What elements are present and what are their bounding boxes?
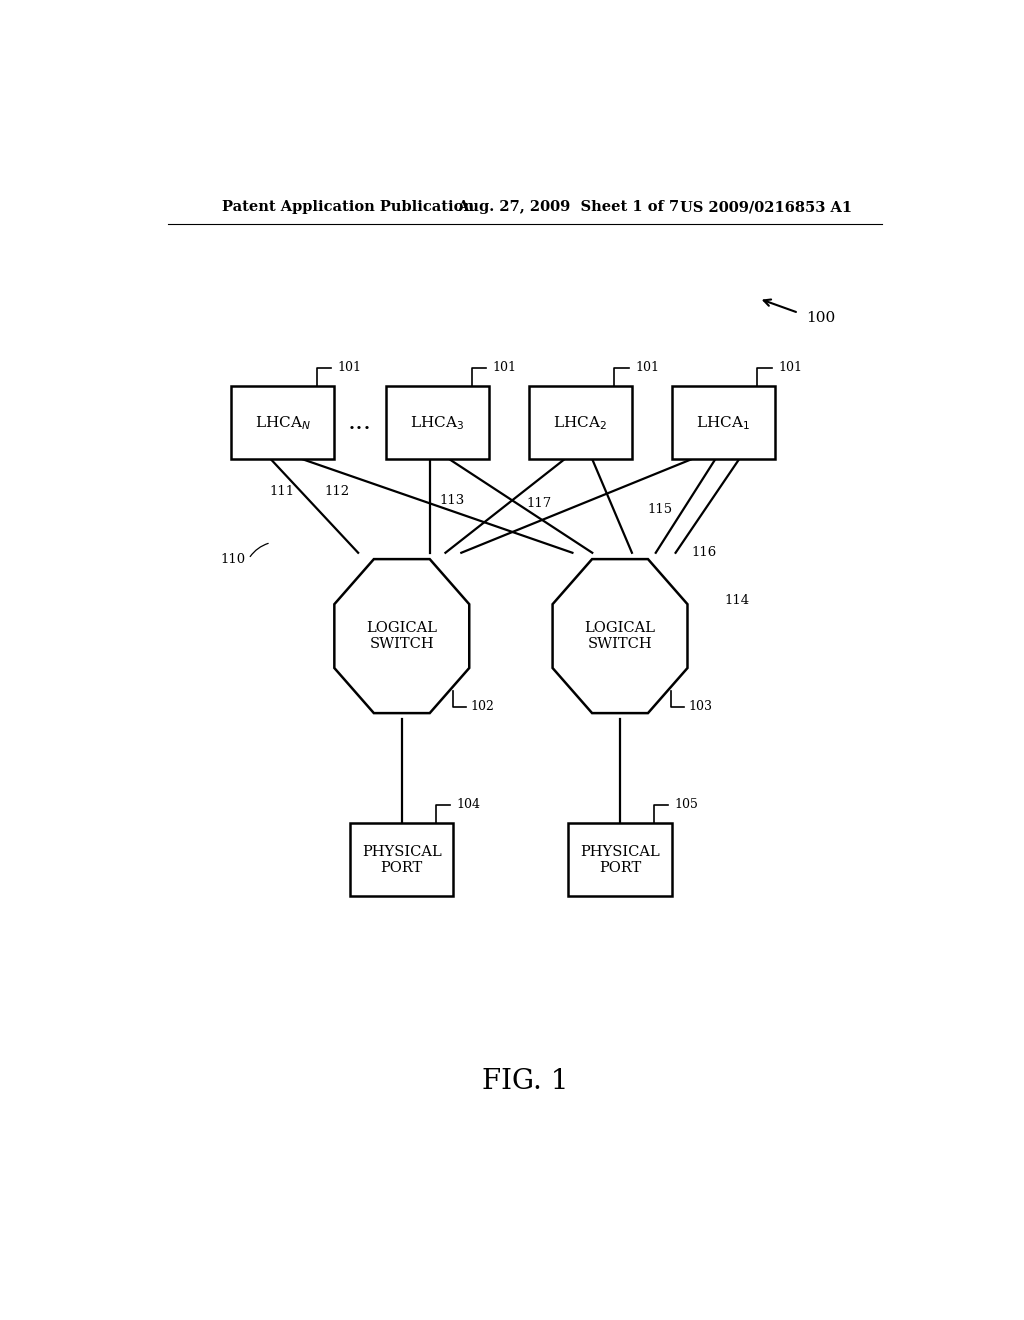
Text: US 2009/0216853 A1: US 2009/0216853 A1 bbox=[680, 201, 852, 214]
Text: 111: 111 bbox=[269, 486, 294, 498]
Text: 117: 117 bbox=[526, 498, 552, 511]
Text: 101: 101 bbox=[338, 362, 361, 375]
FancyBboxPatch shape bbox=[231, 385, 334, 459]
Text: LOGICAL
SWITCH: LOGICAL SWITCH bbox=[367, 620, 437, 651]
Text: 102: 102 bbox=[470, 701, 495, 713]
Text: 103: 103 bbox=[688, 701, 713, 713]
FancyBboxPatch shape bbox=[568, 824, 672, 896]
Text: 112: 112 bbox=[325, 486, 350, 498]
Text: LHCA$_N$: LHCA$_N$ bbox=[255, 413, 310, 432]
FancyBboxPatch shape bbox=[672, 385, 775, 459]
Text: Aug. 27, 2009  Sheet 1 of 7: Aug. 27, 2009 Sheet 1 of 7 bbox=[458, 201, 680, 214]
Text: 100: 100 bbox=[807, 312, 836, 325]
Polygon shape bbox=[335, 560, 469, 713]
Text: 101: 101 bbox=[493, 362, 516, 375]
Text: PHYSICAL
PORT: PHYSICAL PORT bbox=[361, 845, 441, 875]
Text: 113: 113 bbox=[439, 495, 464, 507]
Text: PHYSICAL
PORT: PHYSICAL PORT bbox=[581, 845, 659, 875]
Text: ...: ... bbox=[348, 411, 372, 434]
Text: 115: 115 bbox=[648, 503, 673, 516]
Text: Patent Application Publication: Patent Application Publication bbox=[221, 201, 474, 214]
FancyBboxPatch shape bbox=[528, 385, 632, 459]
Text: 101: 101 bbox=[635, 362, 659, 375]
FancyBboxPatch shape bbox=[386, 385, 489, 459]
Text: LHCA$_1$: LHCA$_1$ bbox=[696, 413, 751, 432]
Text: 105: 105 bbox=[675, 799, 698, 812]
Text: 116: 116 bbox=[691, 546, 717, 560]
Text: 104: 104 bbox=[457, 799, 480, 812]
Text: 110: 110 bbox=[220, 553, 246, 566]
Text: FIG. 1: FIG. 1 bbox=[481, 1068, 568, 1094]
Polygon shape bbox=[553, 560, 687, 713]
Text: 114: 114 bbox=[725, 594, 750, 607]
Text: LOGICAL
SWITCH: LOGICAL SWITCH bbox=[585, 620, 655, 651]
Text: 101: 101 bbox=[778, 362, 802, 375]
Text: LHCA$_2$: LHCA$_2$ bbox=[553, 413, 607, 432]
FancyBboxPatch shape bbox=[350, 824, 454, 896]
Text: LHCA$_3$: LHCA$_3$ bbox=[411, 413, 465, 432]
